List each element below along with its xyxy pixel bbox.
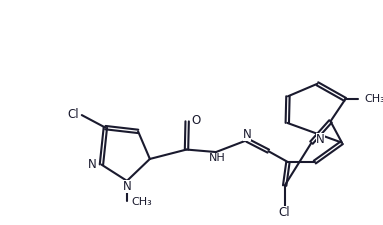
Text: N: N xyxy=(88,158,97,171)
Text: NH: NH xyxy=(208,153,225,163)
Text: Cl: Cl xyxy=(67,108,79,121)
Text: CH₃: CH₃ xyxy=(132,197,152,207)
Text: N: N xyxy=(316,133,325,146)
Text: N: N xyxy=(243,128,251,141)
Text: O: O xyxy=(192,114,201,127)
Text: N: N xyxy=(123,180,131,193)
Text: CH₃: CH₃ xyxy=(364,94,383,104)
Text: Cl: Cl xyxy=(279,206,290,219)
